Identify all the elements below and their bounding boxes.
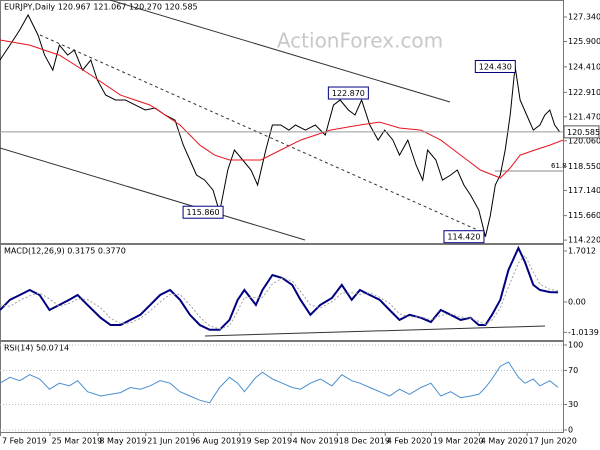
y-tick-label: 124.410 xyxy=(568,62,600,71)
y-tick-label: 122.910 xyxy=(568,88,600,97)
x-tick-label: 19 Sep 2019 xyxy=(241,437,292,446)
y-tick-label: 118.550 xyxy=(568,162,600,171)
annotation-box xyxy=(182,205,224,219)
price-title: EURJPY,Daily 120.967 121.067 120.270 120… xyxy=(4,3,198,12)
y-tick-label: 1.7012 xyxy=(568,246,596,255)
y-tick-label: 117.140 xyxy=(568,186,600,195)
x-tick-label: 18 Dec 2019 xyxy=(339,437,390,446)
series-line xyxy=(0,245,559,331)
y-tick-label: -1.0139 xyxy=(568,328,599,337)
rsi-title: RSI(14) 50.0714 xyxy=(4,344,69,353)
x-tick-label: 4 May 2020 xyxy=(481,437,528,446)
x-tick-label: 21 Jun 2019 xyxy=(147,437,195,446)
annotation-label: 124.430 xyxy=(479,62,512,71)
series-line xyxy=(0,254,559,330)
annotation-box xyxy=(443,230,485,244)
x-tick-label: 25 Mar 2019 xyxy=(52,437,103,446)
y-tick-label: 125.900 xyxy=(568,37,600,46)
annotation-label: 115.860 xyxy=(187,208,220,217)
x-tick-label: 4 Nov 2019 xyxy=(293,437,339,446)
series-line xyxy=(0,39,563,179)
x-tick-label: 19 Mar 2020 xyxy=(433,437,484,446)
watermark: ActionForex.com xyxy=(277,29,443,53)
y-tick-label: 127.340 xyxy=(568,13,600,22)
macd-title: MACD(12,26,9) 0.3175 0.3770 xyxy=(4,247,126,256)
fib-label: 61.8 xyxy=(551,162,567,170)
x-tick-label: 17 Jun 2020 xyxy=(529,437,577,446)
price-panel xyxy=(0,0,564,244)
annotation-label: 114.420 xyxy=(447,233,480,242)
y-tick-label: 114.220 xyxy=(568,236,600,245)
series-line xyxy=(0,13,561,237)
dashed-trend xyxy=(39,34,483,233)
y-tick-label: 70 xyxy=(568,366,578,375)
plot-area xyxy=(0,361,559,404)
trend-lines xyxy=(0,0,563,241)
plot-area xyxy=(0,245,559,331)
y-tick-label: 0 xyxy=(568,425,573,434)
last-price-label: 120.585 xyxy=(567,128,600,137)
y-tick-label: 115.660 xyxy=(568,211,600,220)
channel-bottom xyxy=(0,147,306,241)
plot-area xyxy=(0,13,563,237)
y-tick-label: 100 xyxy=(568,340,583,349)
macd-trend xyxy=(204,325,546,337)
y-tick-label: 0.00 xyxy=(568,297,586,306)
x-tick-label: 6 Aug 2019 xyxy=(195,437,241,446)
rsi-panel xyxy=(0,341,564,433)
y-tick-label: 30 xyxy=(568,400,578,409)
x-tick-label: 4 Feb 2020 xyxy=(387,437,432,446)
series-line xyxy=(0,361,559,404)
y-tick-label: 121.470 xyxy=(568,112,600,121)
x-tick-label: 8 May 2019 xyxy=(99,437,146,446)
last-price-box xyxy=(563,125,600,139)
annotation-label: 122.870 xyxy=(332,89,365,98)
macd-panel xyxy=(0,244,564,341)
annotation-box xyxy=(327,86,369,100)
annotation-box xyxy=(474,59,516,73)
x-tick-label: 7 Feb 2019 xyxy=(2,437,47,446)
channel-top xyxy=(109,0,451,103)
y-tick-label: 120.060 xyxy=(568,136,600,145)
